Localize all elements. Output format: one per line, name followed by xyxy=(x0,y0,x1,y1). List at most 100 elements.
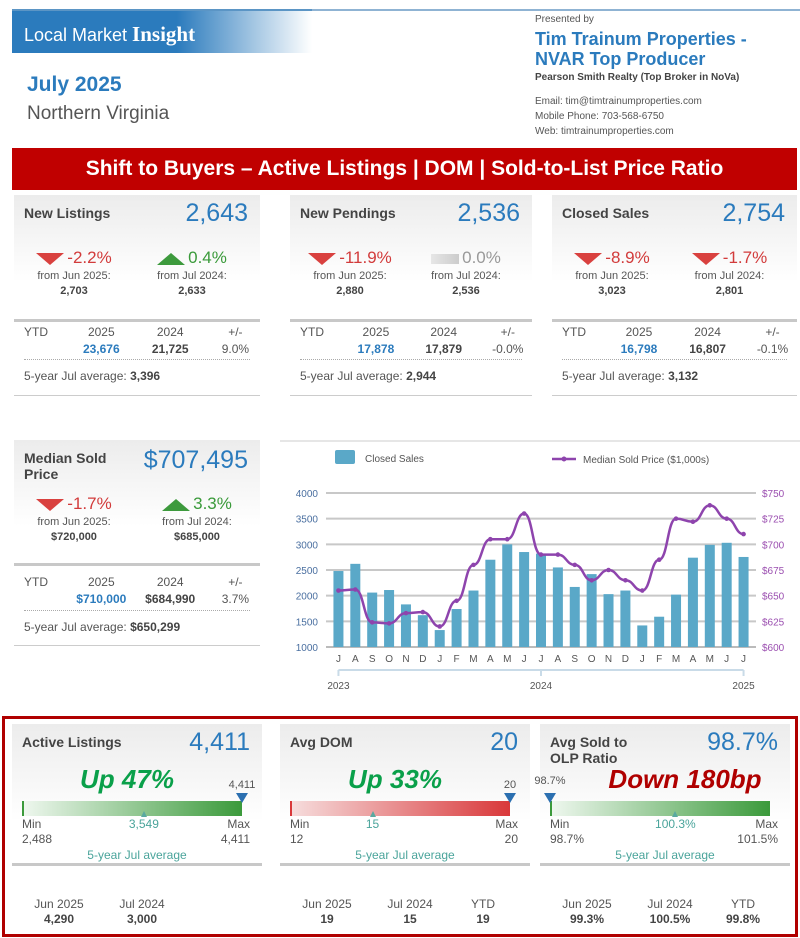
ytd-value-2025: 23,676 xyxy=(82,342,120,356)
bar-closed-sales xyxy=(637,625,648,647)
broker: Pearson Smith Realty (Top Broker in NoVa… xyxy=(535,72,740,83)
ytd-value-2024: 17,879 xyxy=(425,342,463,356)
five-year-average: 5-year Jul average: 3,132 xyxy=(562,369,698,383)
ytd-value-2024: 21,725 xyxy=(151,342,189,356)
bar-closed-sales xyxy=(552,567,563,647)
average-label: 5-year Jul average: xyxy=(300,369,403,383)
bar-closed-sales xyxy=(519,552,530,647)
footer-label: Jun 2025 xyxy=(562,897,612,911)
min-value: 2,488 xyxy=(22,832,53,846)
agent-email[interactable]: Email: tim@timtrainumproperties.com xyxy=(535,96,702,107)
five-year-average: 5-year Jul average: $650,299 xyxy=(24,620,180,634)
change-label: from Jun 2025: xyxy=(37,516,111,528)
card-title: New Pendings xyxy=(300,205,396,221)
footer-stat: Jun 2025 19 xyxy=(292,897,362,927)
divider xyxy=(562,359,787,360)
change-chg1: -2.2% from Jun 2025: 2,703 xyxy=(19,247,129,299)
footer-value: 99.8% xyxy=(725,912,761,926)
min-label: Min xyxy=(22,817,42,831)
card-bottom-rule xyxy=(14,395,260,396)
current-marker-icon xyxy=(544,793,556,803)
closed-sales-price-chart: Closed Sales Median Sold Price ($1,000s) 1… xyxy=(280,440,800,692)
x-axis-month-tick: O xyxy=(385,654,393,665)
median-price-point xyxy=(690,519,696,525)
x-axis-year-label: 2024 xyxy=(530,681,553,692)
left-axis-tick: 2500 xyxy=(296,566,319,577)
median-price-point xyxy=(589,577,594,583)
x-axis-month-tick: M xyxy=(503,654,511,665)
banner-text: Local Market xyxy=(24,25,133,45)
arrow-down-icon xyxy=(36,252,65,265)
card-top xyxy=(12,724,262,866)
median-price-point xyxy=(707,503,713,508)
card-value: 98.7% xyxy=(707,728,778,756)
card-value: $707,495 xyxy=(143,446,248,474)
median-price-point xyxy=(504,536,510,542)
gauge-marker-label: 20 xyxy=(503,779,517,791)
gauge-marker-label: 4,411 xyxy=(228,779,256,791)
five-year-average: 5-year Jul average: 3,396 xyxy=(24,369,160,383)
banner-bold-text: Insight xyxy=(132,22,196,46)
card-bottom-rule xyxy=(552,395,797,396)
x-axis-month-tick: A xyxy=(555,654,562,665)
footer-stat: Jul 2024 100.5% xyxy=(635,897,705,927)
legend-median-price: Median Sold Price ($1,000s) xyxy=(583,455,709,466)
x-axis-month-tick: J xyxy=(640,654,645,665)
footer-label: Jul 2024 xyxy=(647,897,693,911)
card-title: Median Sold Price xyxy=(24,450,107,482)
footer-value: 15 xyxy=(403,912,417,926)
arrow-up-icon xyxy=(157,252,186,265)
ytd-header-change: +/- xyxy=(228,575,243,589)
ytd-header-2024: 2024 xyxy=(156,575,184,589)
average-caption: 5-year Jul average xyxy=(87,848,187,862)
change-label: from Jun 2025: xyxy=(37,270,111,282)
median-price-point xyxy=(403,610,409,616)
agent-web[interactable]: Web: timtrainumproperties.com xyxy=(535,126,674,137)
footer-value: 99.3% xyxy=(569,912,605,926)
agent-line-1: Tim Trainum Properties - xyxy=(535,29,747,49)
max-value: 20 xyxy=(504,832,518,846)
agent-phone[interactable]: Mobile Phone: 703-568-6750 xyxy=(535,111,664,122)
divider xyxy=(24,610,250,611)
footer-label: Jul 2024 xyxy=(119,897,165,911)
median-price-point xyxy=(471,562,476,568)
x-axis-month-tick: F xyxy=(454,654,460,665)
change-label: from Jul 2024: xyxy=(694,270,765,282)
callout-text: Down 180bp xyxy=(608,764,762,794)
x-axis-month-tick: D xyxy=(419,654,426,665)
right-axis-tick: $625 xyxy=(762,617,785,628)
x-axis-month-tick: M xyxy=(672,654,680,665)
change-previous-value: $685,000 xyxy=(174,531,220,543)
change-chg2: 0.4% from Jul 2024: 2,633 xyxy=(137,247,247,299)
left-axis-tick: 4000 xyxy=(296,489,319,500)
metric-card: Closed Sales 2,754 -8.9% from Jun 2025: 3,… xyxy=(552,195,797,396)
x-axis-month-tick: S xyxy=(369,654,376,665)
gauge-card: Active Listings 4,411 Up 47% 4,411 3,549… xyxy=(12,724,262,929)
highlight-box xyxy=(2,716,798,937)
min-label: Min xyxy=(290,817,310,831)
right-axis-tick: $600 xyxy=(762,643,785,654)
change-previous-value: 2,536 xyxy=(452,285,480,297)
max-block: Max 101.5% xyxy=(737,817,778,847)
change-label: from Jul 2024: xyxy=(162,516,232,528)
bar-closed-sales xyxy=(687,557,698,647)
bar-closed-sales xyxy=(536,553,546,647)
change-previous-value: 2,801 xyxy=(715,285,744,297)
gauge-bar xyxy=(290,801,510,816)
ytd-label: YTD xyxy=(300,325,324,339)
median-price-point xyxy=(623,577,628,583)
average-marker-icon xyxy=(140,811,147,817)
arrow-down-icon xyxy=(308,252,337,265)
change-chg2: 3.3% from Jul 2024: $685,000 xyxy=(142,493,252,545)
ytd-header-2025: 2025 xyxy=(362,325,390,339)
bar-closed-sales xyxy=(704,544,715,647)
change-previous-value: 2,633 xyxy=(178,285,206,297)
bar-closed-sales xyxy=(502,544,513,647)
x-axis-month-tick: J xyxy=(741,654,746,665)
card-value: 2,643 xyxy=(185,199,248,227)
average-value: 100.3% xyxy=(655,817,696,831)
card-title: New Listings xyxy=(24,205,111,221)
change-chg1: -1.7% from Jun 2025: $720,000 xyxy=(19,493,129,545)
ytd-label: YTD xyxy=(562,325,586,339)
min-label: Min xyxy=(550,817,570,831)
